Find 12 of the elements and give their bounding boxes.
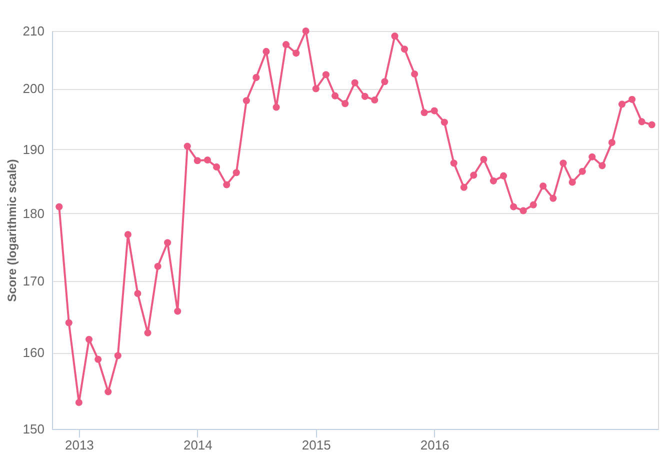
x-tick-label: 2014 (183, 438, 212, 452)
y-tick-label: 210 (22, 24, 44, 38)
y-axis-title: Score (logarithmic scale) (4, 159, 19, 302)
y-tick-label: 160 (22, 345, 44, 360)
x-tick-label: 2015 (302, 438, 331, 452)
y-tick-label: 170 (22, 273, 44, 288)
x-tick-label: 2016 (420, 438, 450, 452)
x-tick-label: 2013 (64, 438, 94, 452)
y-tick-label: 150 (22, 422, 44, 436)
y-tick-label: 180 (22, 206, 44, 221)
y-tick-label: 200 (22, 81, 44, 96)
y-tick-label: 190 (22, 142, 44, 157)
